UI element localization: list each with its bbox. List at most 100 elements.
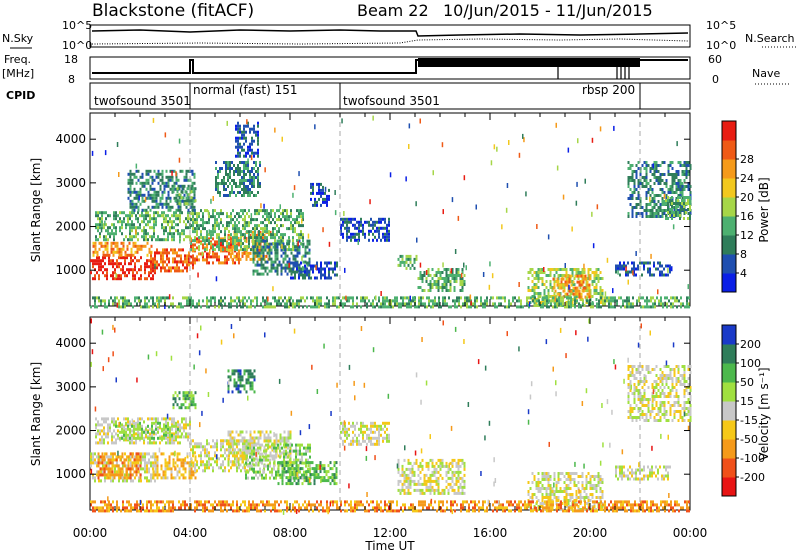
power-echo-cell xyxy=(451,277,454,280)
power-echo-cell xyxy=(143,184,146,188)
power-echo-cell xyxy=(100,241,103,245)
velocity-echo-cell xyxy=(233,448,236,452)
power-speckle xyxy=(408,144,410,149)
power-echo-cell xyxy=(681,194,684,197)
power-echo-cell xyxy=(238,261,240,265)
power-echo-cell xyxy=(413,257,416,261)
power-echo-cell xyxy=(182,305,184,309)
power-echo-cell xyxy=(127,190,130,194)
velocity-echo-cell xyxy=(148,470,150,474)
power-echo-cell xyxy=(298,236,300,240)
power-echo-cell xyxy=(612,296,614,300)
power-echo-cell xyxy=(126,256,128,260)
power-echo-cell xyxy=(480,299,482,303)
power-echo-cell xyxy=(591,280,594,283)
power-echo-cell xyxy=(677,211,679,214)
power-echo-cell xyxy=(449,283,452,286)
velocity-echo-cell xyxy=(94,458,96,462)
power-speckle xyxy=(334,190,336,195)
power-echo-cell xyxy=(101,223,103,227)
power-echo-cell xyxy=(154,251,156,255)
power-echo-cell xyxy=(645,167,648,170)
power-echo-cell xyxy=(266,260,269,264)
power-echo-cell xyxy=(556,277,559,281)
velocity-echo-cell xyxy=(227,448,230,452)
power-speckle xyxy=(197,272,199,278)
power-echo-cell xyxy=(677,214,679,217)
power-echo-cell xyxy=(137,199,140,203)
velocity-echo-cell xyxy=(178,452,181,456)
power-echo-cell xyxy=(661,173,664,176)
power-echo-cell xyxy=(276,209,278,213)
power-echo-cell xyxy=(132,268,134,272)
power-echo-cell xyxy=(220,302,222,306)
power-echo-cell xyxy=(192,299,194,303)
power-echo-cell xyxy=(667,264,669,268)
power-speckle xyxy=(302,266,304,272)
power-echo-cell xyxy=(167,208,170,212)
power-echo-cell xyxy=(364,220,366,224)
velocity-echo-cell xyxy=(137,470,140,474)
power-echo-cell xyxy=(102,299,104,303)
power-echo-cell xyxy=(251,151,253,155)
power-echo-cell xyxy=(243,182,245,185)
velocity-echo-cell xyxy=(253,463,256,467)
power-echo-cell xyxy=(133,205,136,209)
power-echo-cell xyxy=(256,239,258,243)
power-echo-cell xyxy=(484,299,486,303)
power-echo-cell xyxy=(645,203,648,206)
power-echo-cell xyxy=(302,245,304,249)
power-echo-cell xyxy=(159,202,162,206)
power-echo-cell xyxy=(230,233,232,237)
power-echo-cell xyxy=(131,172,134,176)
power-echo-cell xyxy=(320,302,322,306)
power-echo-cell xyxy=(292,242,295,246)
power-echo-cell xyxy=(145,178,148,182)
power-echo-cell xyxy=(453,274,456,277)
velocity-echo-cell xyxy=(289,430,292,434)
power-echo-cell xyxy=(290,276,292,280)
velocity-echo-cell xyxy=(94,479,96,483)
power-echo-cell xyxy=(157,211,159,215)
power-echo-cell xyxy=(129,214,131,218)
power-echo-cell xyxy=(256,218,258,222)
power-echo-cell xyxy=(175,208,178,212)
power-echo-cell xyxy=(187,235,189,239)
power-echo-cell xyxy=(566,296,568,300)
power-echo-cell xyxy=(160,296,162,300)
power-echo-cell xyxy=(294,257,297,261)
velocity-echo-cell xyxy=(267,436,270,440)
power-speckle xyxy=(567,147,570,153)
velocity-echo-cell xyxy=(216,463,218,467)
power-echo-cell xyxy=(533,301,536,304)
power-echo-cell xyxy=(193,181,196,185)
power-echo-cell xyxy=(214,252,216,256)
velocity-echo-cell xyxy=(230,466,232,470)
power-echo-cell xyxy=(124,271,126,275)
power-echo-cell xyxy=(166,257,168,261)
power-echo-cell xyxy=(306,261,308,265)
power-echo-cell xyxy=(529,301,532,304)
power-echo-cell xyxy=(683,196,685,199)
velocity-echo-cell xyxy=(249,439,252,443)
power-echo-cell xyxy=(588,295,591,299)
power-echo-cell xyxy=(133,226,135,230)
power-echo-cell xyxy=(216,255,218,259)
power-echo-cell xyxy=(382,226,384,230)
power-echo-cell xyxy=(577,271,580,274)
power-echo-cell xyxy=(671,179,674,182)
power-echo-cell xyxy=(142,244,145,248)
power-echo-cell xyxy=(116,296,118,300)
power-echo-cell xyxy=(202,239,204,243)
power-echo-cell xyxy=(216,236,218,240)
power-echo-cell xyxy=(112,277,114,281)
power-echo-cell xyxy=(123,217,125,221)
power-echo-cell xyxy=(683,212,686,215)
power-echo-cell xyxy=(286,254,289,258)
power-echo-cell xyxy=(194,261,196,265)
power-echo-cell xyxy=(310,185,312,189)
power-echo-cell xyxy=(278,239,281,243)
power-echo-cell xyxy=(593,289,596,292)
power-echo-cell xyxy=(504,299,506,303)
power-echo-cell xyxy=(272,233,274,237)
